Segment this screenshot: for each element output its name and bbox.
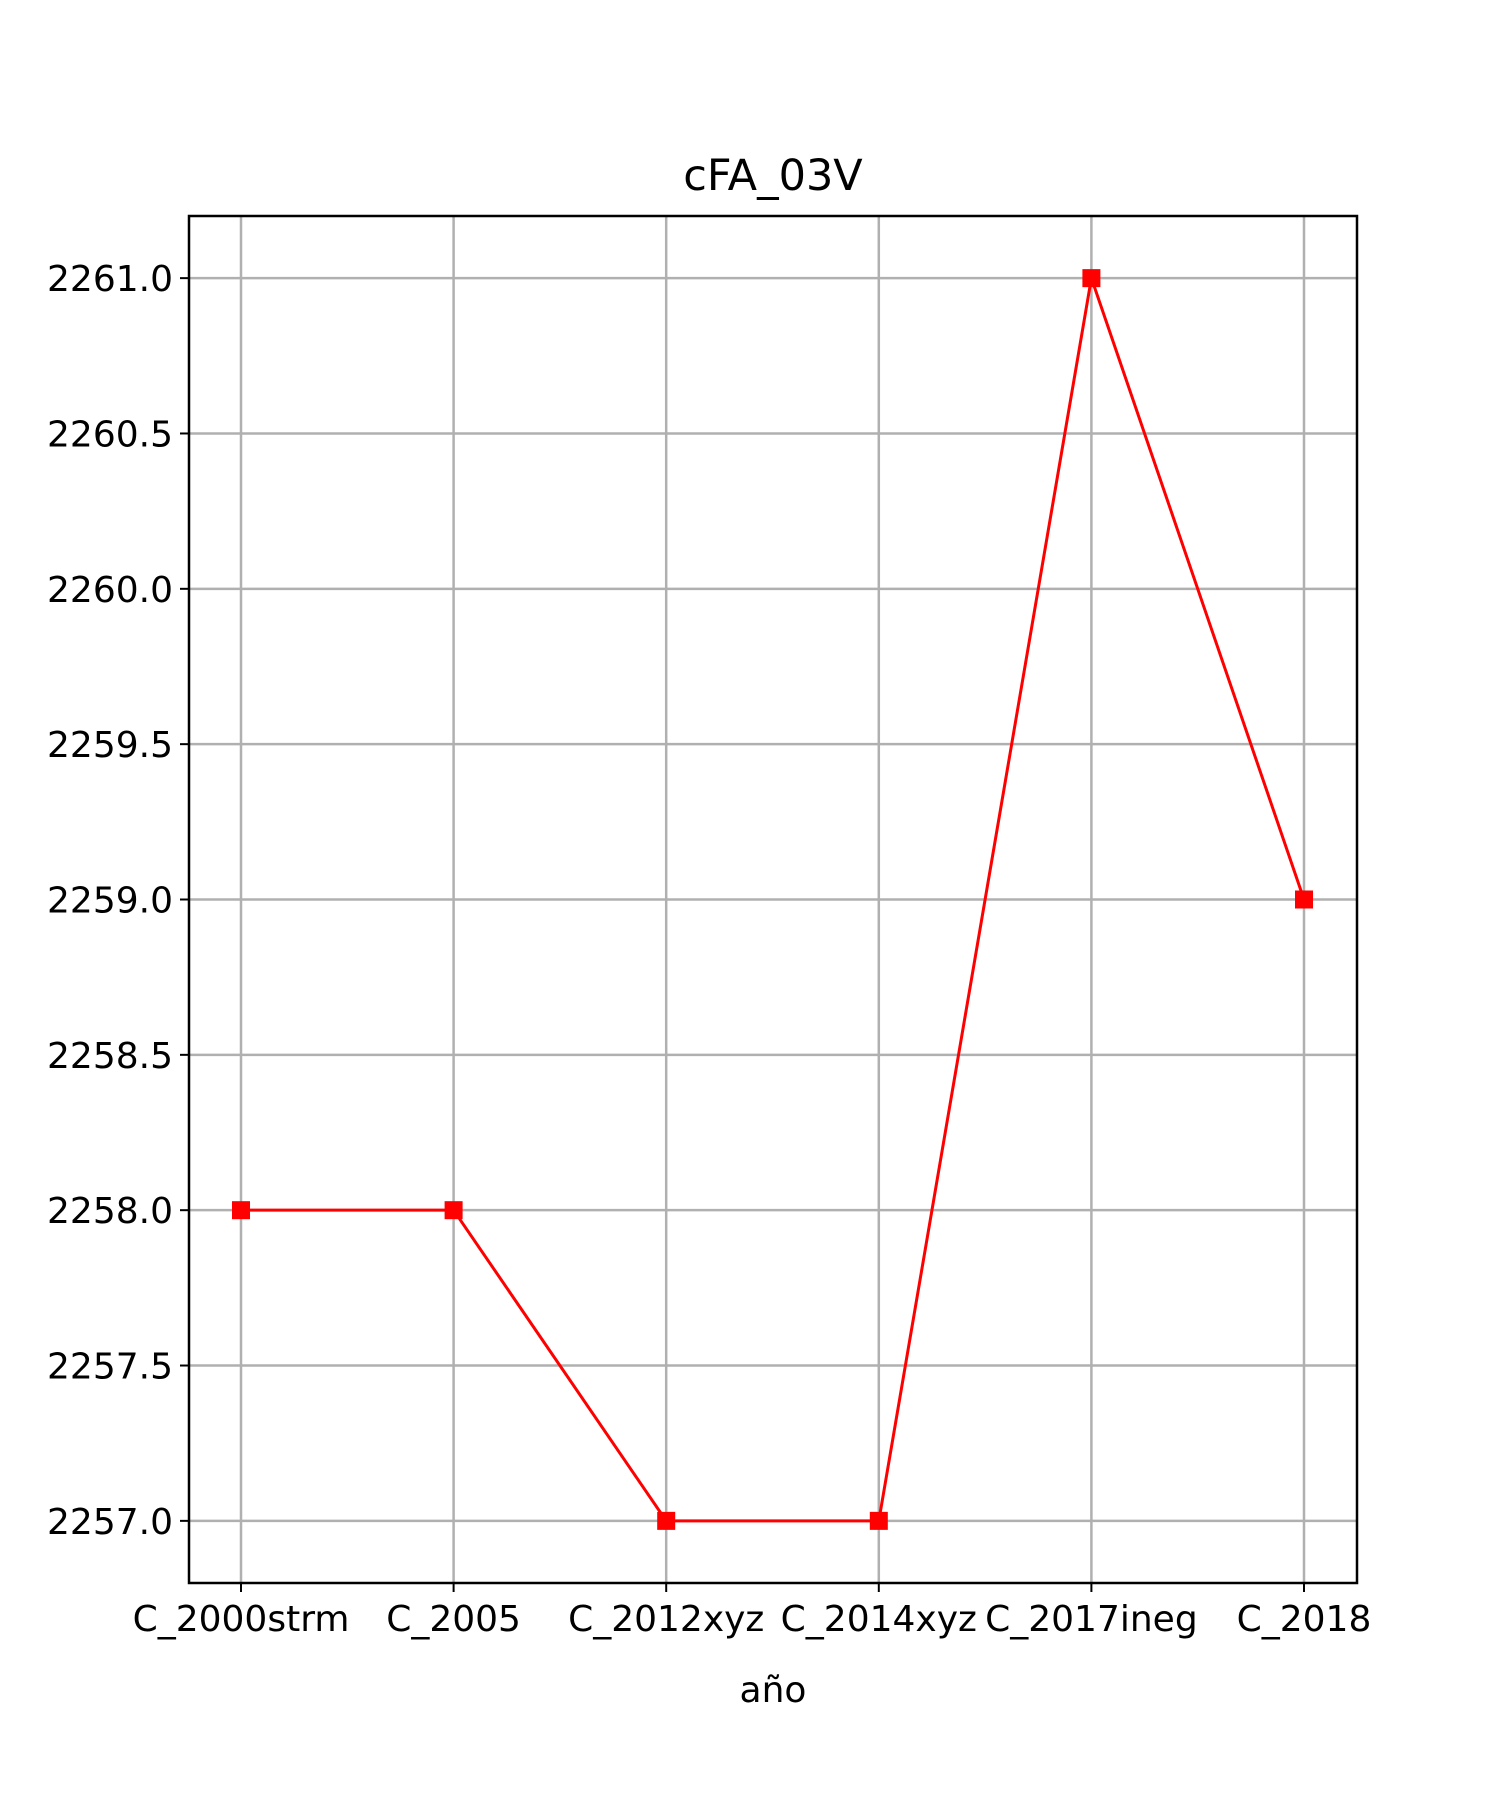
- data-point-marker: [869, 1511, 888, 1530]
- x-tick-label: C_2017ineg: [985, 1599, 1198, 1640]
- data-point-marker: [232, 1201, 250, 1220]
- y-tick-label: 2259.0: [47, 881, 173, 922]
- series-line: [241, 276, 1306, 1523]
- series-layer: [232, 269, 1313, 1530]
- y-tick-label: 2258.5: [47, 1036, 173, 1077]
- y-tick-label: 2257.5: [47, 1347, 173, 1388]
- y-tick-label: 2259.5: [47, 725, 173, 766]
- x-tick-label: C_2005: [386, 1599, 521, 1640]
- axis-ticks: C_2000strm C_2005 C_2012xyz C_2014xyz C_2017…: [47, 259, 1371, 1640]
- data-point-marker: [657, 1511, 676, 1530]
- data-point-marker: [1082, 269, 1101, 288]
- x-tick-label: C_2012xyz: [568, 1599, 764, 1640]
- chart-title: cFA_03V: [683, 151, 863, 201]
- x-tick-label: C_2014xyz: [781, 1599, 977, 1640]
- data-point-marker: [444, 1201, 463, 1220]
- x-tick-label: C_2000strm: [133, 1599, 350, 1640]
- data-point-marker: [1295, 890, 1313, 909]
- x-axis-label: año: [740, 1670, 807, 1711]
- y-tick-label: 2261.0: [47, 259, 173, 300]
- y-tick-label: 2260.0: [47, 570, 173, 611]
- x-tick-label: C_2018: [1237, 1599, 1372, 1640]
- y-tick-label: 2258.0: [47, 1191, 173, 1232]
- y-tick-label: 2260.5: [47, 414, 173, 455]
- y-tick-label: 2257.0: [47, 1502, 173, 1543]
